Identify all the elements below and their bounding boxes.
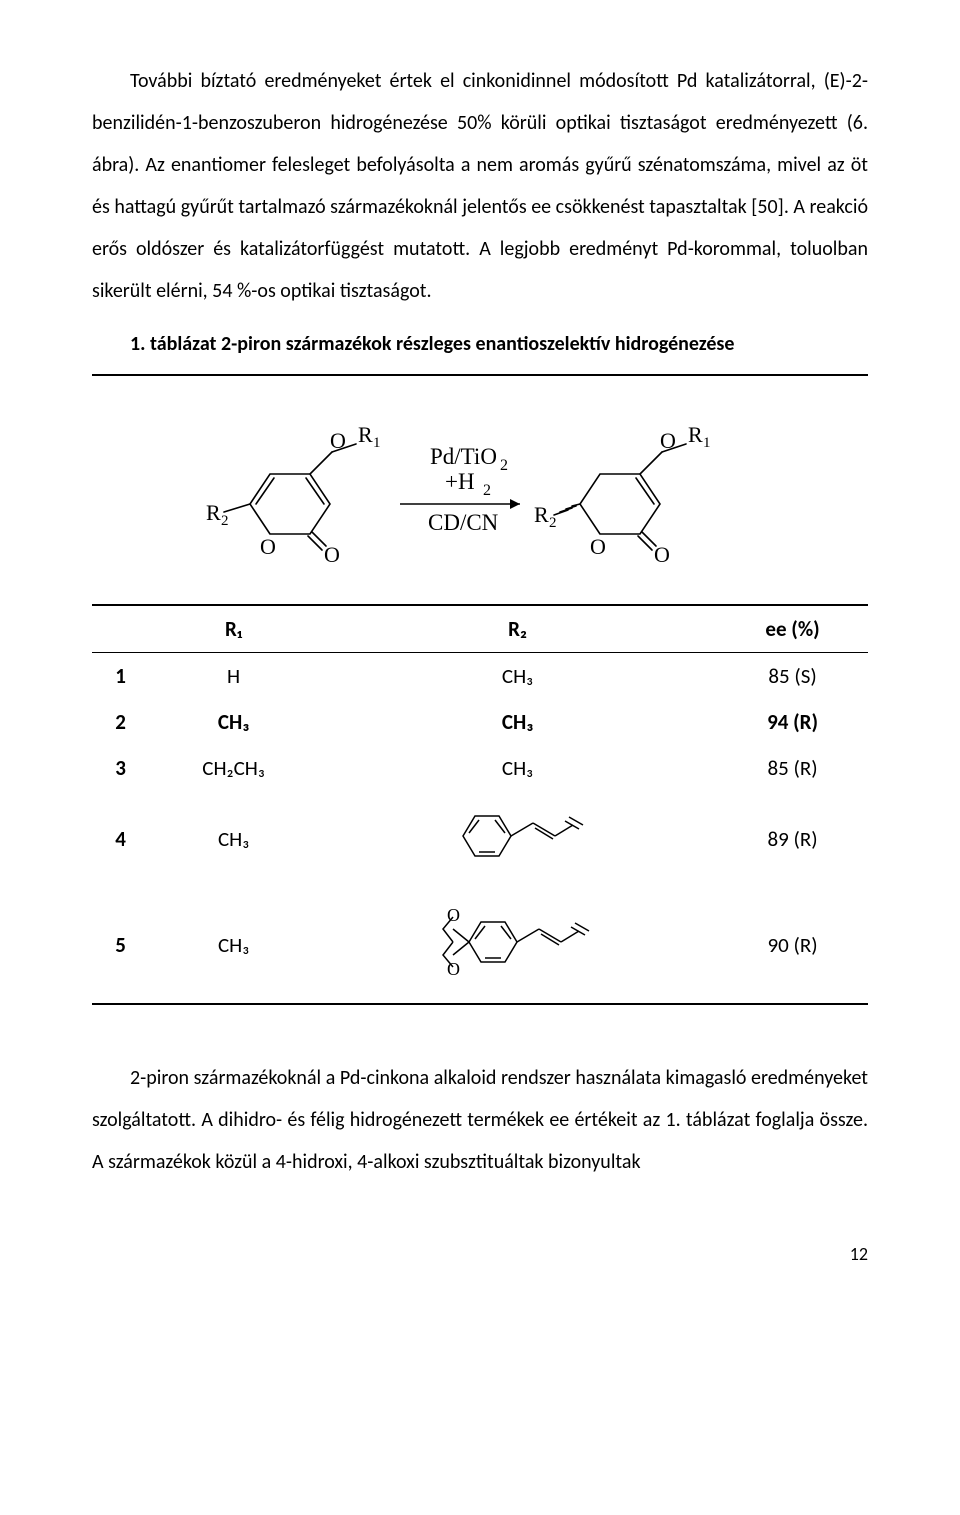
table-caption: 1. táblázat 2-piron származékok részlege… [92, 332, 868, 356]
svg-text:O: O [330, 428, 346, 453]
table-bottom-rule [92, 1003, 868, 1007]
svg-text:O: O [447, 959, 460, 979]
svg-text:Pd/TiO: Pd/TiO [430, 444, 497, 469]
col-r1: R₁ [149, 605, 318, 653]
table-row: 1 H CH₃ 85 (S) [92, 653, 868, 700]
svg-text:+H: +H [445, 469, 475, 494]
svg-text:O: O [660, 428, 676, 453]
table-row: 4 CH₃ [92, 791, 868, 887]
col-ee: ee (%) [717, 605, 868, 653]
results-table: R₁ R₂ ee (%) 1 H CH₃ 85 (S) 2 CH₃ CH₃ 94… [92, 604, 868, 1003]
svg-text:R: R [534, 502, 549, 527]
table-row: 2 CH₃ CH₃ 94 (R) [92, 699, 868, 745]
col-index [92, 605, 149, 653]
reaction-scheme-container: O R 1 O O R 2 Pd/TiO 2 +H 2 CD/CN [92, 374, 868, 584]
reaction-svg: O R 1 O O R 2 Pd/TiO 2 +H 2 CD/CN [200, 394, 760, 584]
svg-text:R: R [688, 422, 703, 447]
svg-text:O: O [324, 542, 340, 567]
table-row: 3 CH₂CH₃ CH₃ 85 (R) [92, 745, 868, 791]
svg-text:O: O [447, 905, 460, 925]
svg-text:R: R [358, 422, 373, 447]
svg-text:1: 1 [373, 435, 381, 451]
paragraph-2: 2-piron származékoknál a Pd-cinkona alka… [92, 1057, 868, 1183]
svg-text:O: O [590, 534, 606, 559]
svg-text:1: 1 [703, 435, 711, 451]
page-number: 12 [92, 1243, 868, 1265]
paragraph-1: További bíztató eredményeket értek el ci… [92, 60, 868, 312]
svg-text:2: 2 [221, 513, 229, 529]
svg-text:R: R [206, 500, 221, 525]
structure-cell-piperonyl: O O [318, 887, 717, 1003]
svg-text:2: 2 [549, 515, 557, 531]
svg-text:O: O [260, 534, 276, 559]
svg-text:2: 2 [500, 457, 508, 474]
reaction-scheme: O R 1 O O R 2 Pd/TiO 2 +H 2 CD/CN [92, 394, 868, 584]
svg-text:O: O [654, 542, 670, 567]
svg-text:2: 2 [483, 482, 491, 499]
structure-cell-cinnamyl [318, 791, 717, 887]
svg-text:CD/CN: CD/CN [428, 510, 499, 535]
col-r2: R₂ [318, 605, 717, 653]
table-row: 5 CH₃ [92, 887, 868, 1003]
